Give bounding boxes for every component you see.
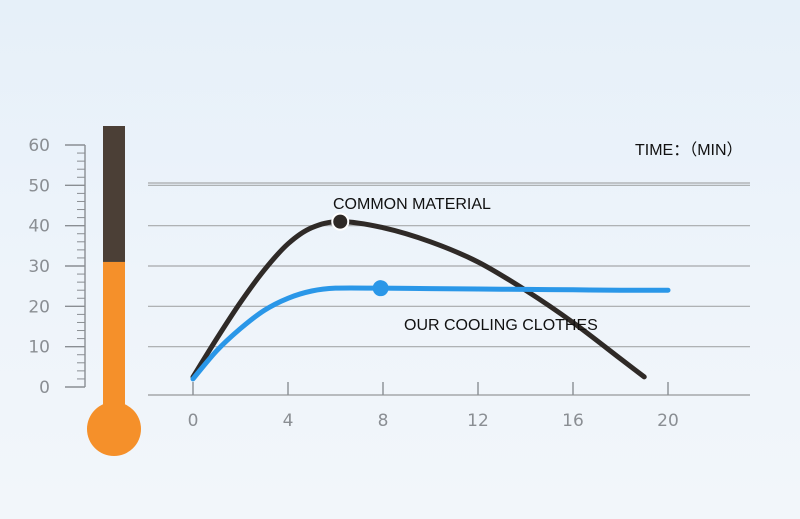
- thermometer: [87, 126, 141, 456]
- x-tick-label-8: 8: [378, 411, 389, 431]
- x-tick-label-20: 20: [657, 411, 679, 431]
- series-marker-cooling: [372, 280, 389, 297]
- series-label-cooling: OUR COOLING CLOTHES: [404, 317, 598, 334]
- y-tick-label-10: 10: [28, 338, 50, 358]
- y-tick-label-60: 60: [28, 136, 50, 156]
- x-axis: 0 4 8 12 16 20: [188, 382, 679, 431]
- series-line-cooling: [190, 285, 671, 382]
- x-tick-label-0: 0: [188, 411, 199, 431]
- thermometer-empty-section: [103, 126, 125, 262]
- y-axis: 0 10 20 30 40 50 60: [28, 136, 86, 398]
- y-tick-label-40: 40: [28, 217, 50, 237]
- x-tick-label-4: 4: [283, 411, 294, 431]
- y-tick-label-50: 50: [28, 176, 50, 196]
- series-group: [190, 212, 671, 382]
- series-line-common: [190, 219, 647, 380]
- series-label-common: COMMON MATERIAL: [333, 196, 491, 213]
- y-tick-label-20: 20: [28, 297, 50, 317]
- thermometer-filled-section: [103, 261, 125, 412]
- x-tick-label-16: 16: [562, 411, 584, 431]
- y-tick-label-0: 0: [39, 378, 50, 398]
- series-marker-common: [331, 212, 350, 231]
- x-tick-label-12: 12: [467, 411, 489, 431]
- y-tick-label-30: 30: [28, 257, 50, 277]
- x-axis-title: TIME：（MIN）: [635, 141, 743, 159]
- grid-lines: [148, 182, 750, 396]
- thermometer-bulb: [87, 402, 141, 456]
